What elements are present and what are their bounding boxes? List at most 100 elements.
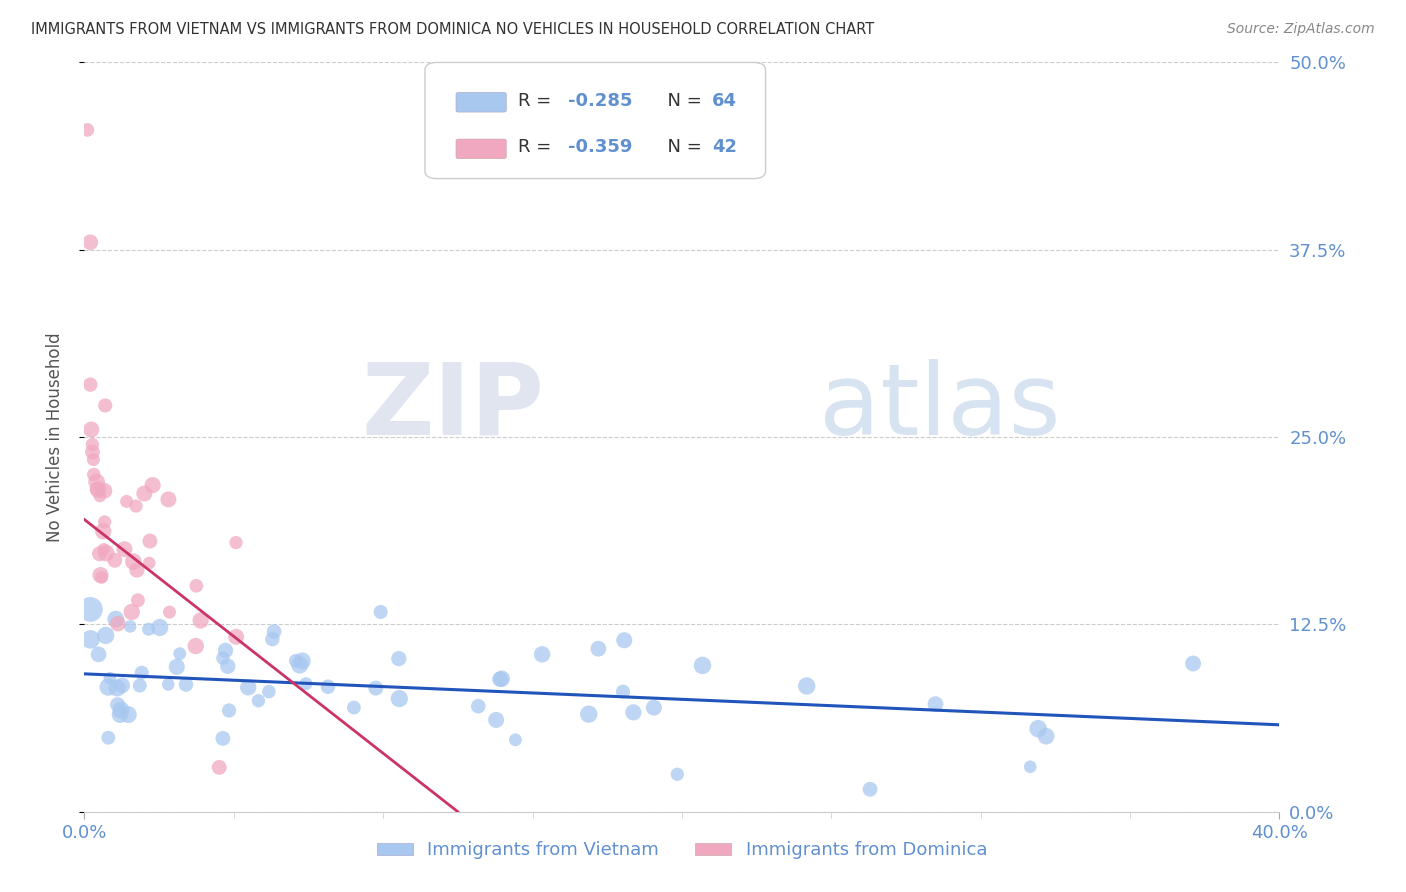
Point <box>104 612 127 626</box>
Point <box>138 622 160 636</box>
Point <box>94 399 117 413</box>
Point <box>80 423 103 437</box>
Point <box>159 605 181 619</box>
Point <box>110 703 132 717</box>
Point <box>134 486 156 500</box>
Text: N =: N = <box>655 92 707 110</box>
Point <box>643 700 665 714</box>
Point <box>120 619 142 633</box>
Point <box>117 707 139 722</box>
Text: atlas: atlas <box>820 359 1062 456</box>
Point <box>578 707 600 722</box>
Point <box>263 624 285 639</box>
Point <box>859 782 882 797</box>
Point <box>666 767 689 781</box>
Text: IMMIGRANTS FROM VIETNAM VS IMMIGRANTS FROM DOMINICA NO VEHICLES IN HOUSEHOLD COR: IMMIGRANTS FROM VIETNAM VS IMMIGRANTS FR… <box>31 22 875 37</box>
Point <box>169 647 191 661</box>
Point <box>79 377 101 392</box>
Text: R =: R = <box>519 92 557 110</box>
Point <box>89 568 111 582</box>
Text: Source: ZipAtlas.com: Source: ZipAtlas.com <box>1227 22 1375 37</box>
Point <box>79 602 101 616</box>
Point <box>115 494 138 508</box>
Point <box>105 681 128 695</box>
Point <box>97 731 120 745</box>
Point <box>86 483 108 497</box>
Point <box>86 475 108 489</box>
Point <box>93 515 115 529</box>
Point <box>1182 657 1205 671</box>
Point <box>613 633 636 648</box>
Point <box>388 691 411 706</box>
Point <box>87 648 110 662</box>
Point <box>125 499 148 513</box>
Point <box>485 713 508 727</box>
Point <box>212 651 235 665</box>
Point <box>531 648 554 662</box>
Point <box>505 732 527 747</box>
Point <box>212 731 235 746</box>
Point <box>93 483 115 498</box>
Text: N =: N = <box>655 138 707 156</box>
Text: 64: 64 <box>711 92 737 110</box>
Text: -0.359: -0.359 <box>568 138 633 156</box>
Point <box>184 639 207 653</box>
Point <box>186 579 208 593</box>
Point <box>90 570 112 584</box>
Point <box>111 678 134 692</box>
Point <box>343 700 366 714</box>
Point <box>262 632 284 646</box>
Point <box>157 677 180 691</box>
Point <box>217 659 239 673</box>
Point <box>467 699 489 714</box>
Point <box>97 680 120 694</box>
Point <box>295 676 318 690</box>
Point <box>114 542 136 557</box>
FancyBboxPatch shape <box>456 93 506 112</box>
Text: R =: R = <box>519 138 557 156</box>
Y-axis label: No Vehicles in Household: No Vehicles in Household <box>45 332 63 542</box>
Point <box>291 654 314 668</box>
Text: -0.285: -0.285 <box>568 92 633 110</box>
Point <box>218 703 240 717</box>
Point <box>98 671 121 685</box>
Point <box>588 641 610 656</box>
FancyBboxPatch shape <box>456 139 506 159</box>
Point <box>76 123 98 137</box>
Point <box>87 483 110 497</box>
Point <box>1019 760 1042 774</box>
Point <box>79 632 101 647</box>
Point <box>166 660 188 674</box>
Point <box>247 694 270 708</box>
Point <box>370 605 392 619</box>
Point <box>107 616 129 631</box>
Point <box>121 605 143 619</box>
Point <box>364 681 387 695</box>
Point <box>288 657 311 672</box>
Point <box>612 684 634 698</box>
Point <box>149 620 172 634</box>
Point <box>489 672 512 686</box>
Point <box>388 651 411 665</box>
Point <box>238 681 260 695</box>
Point <box>214 643 236 657</box>
Point <box>94 628 117 642</box>
Point <box>225 630 247 644</box>
Point <box>122 555 145 569</box>
Point <box>89 547 111 561</box>
Point <box>93 542 115 557</box>
Point <box>208 760 231 774</box>
Point <box>107 698 129 712</box>
Point <box>174 677 197 691</box>
Point <box>621 706 644 720</box>
Point <box>157 492 180 507</box>
Point <box>104 553 127 567</box>
Point <box>1026 722 1049 736</box>
Point <box>79 235 101 250</box>
FancyBboxPatch shape <box>425 62 766 178</box>
Point <box>82 437 104 451</box>
Point <box>1035 729 1057 743</box>
Point <box>127 593 149 607</box>
Point <box>125 563 148 577</box>
Point <box>142 478 165 492</box>
